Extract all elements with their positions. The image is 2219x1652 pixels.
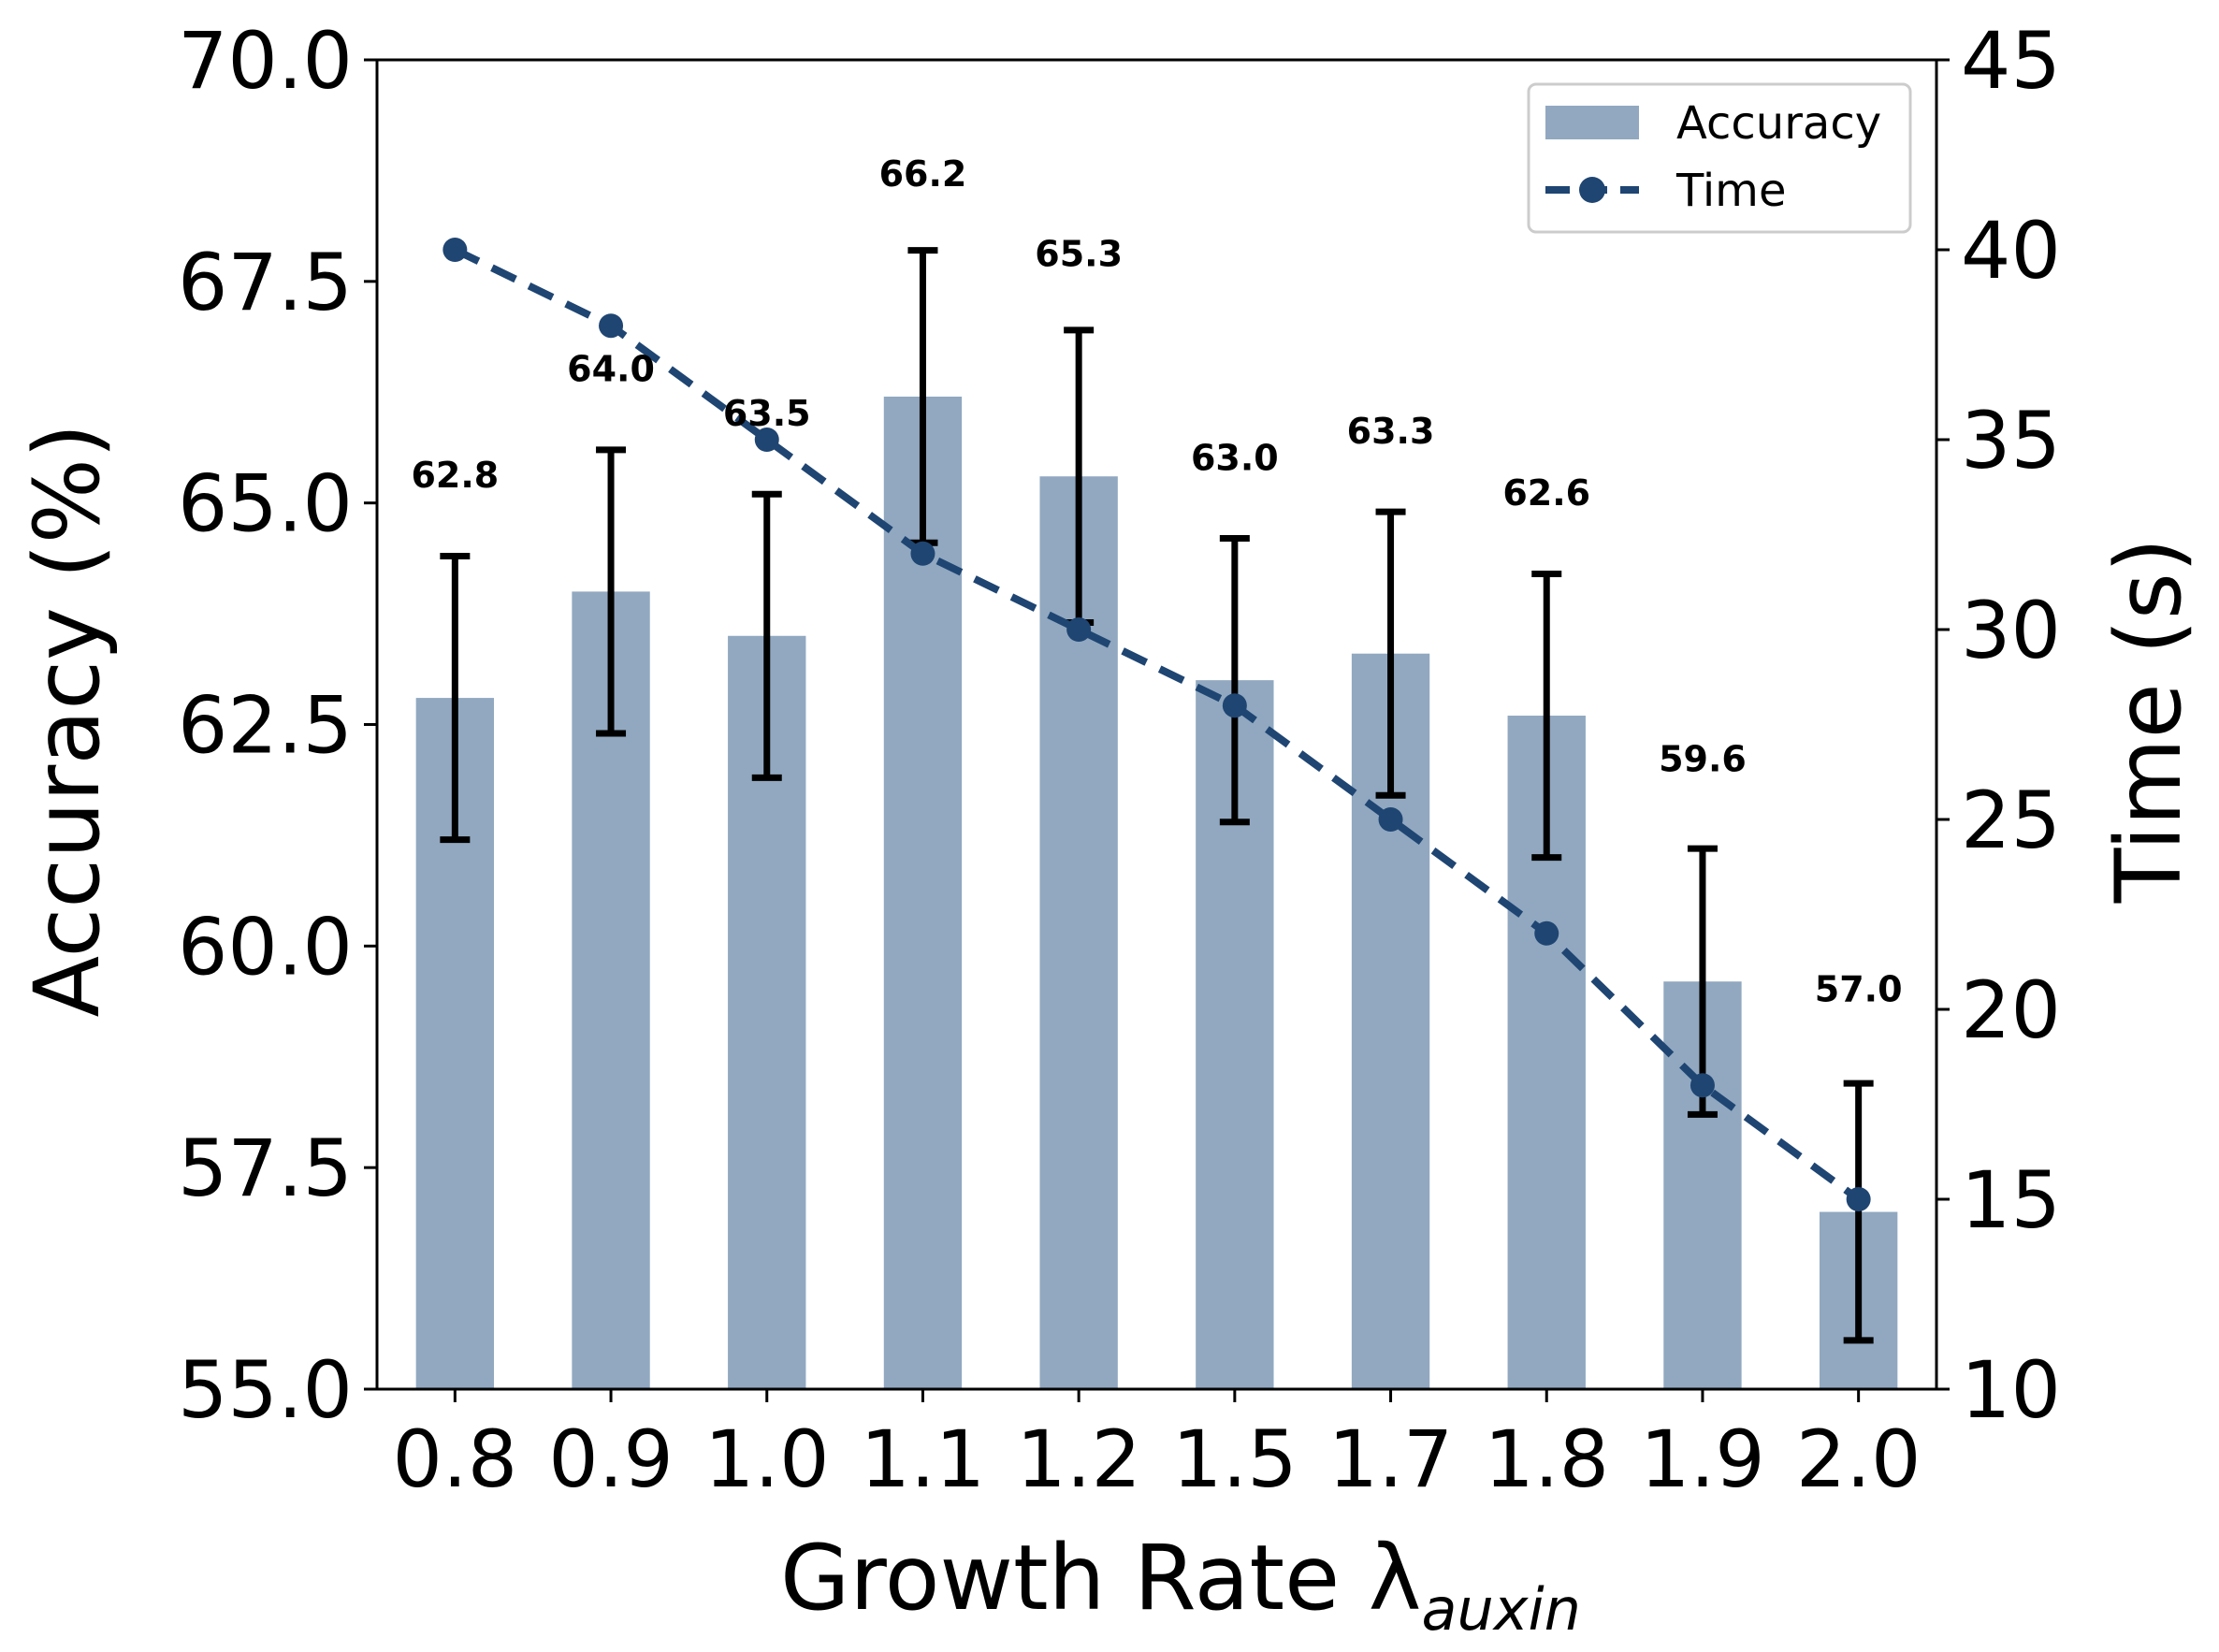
x-tick-label-1.0: 1.0 [704,1413,830,1505]
y2-tick-label-45: 45 [1961,15,2061,107]
y2-tick-label-10: 10 [1961,1344,2061,1436]
value-label-1.0: 63.5 [723,393,811,434]
time-point-1.2 [1066,617,1092,642]
time-point-0.8 [442,238,468,262]
value-label-0.8: 62.8 [411,455,499,496]
y-axis-title: Accuracy (%) [15,424,120,1018]
value-label-1.5: 63.0 [1191,437,1279,478]
y-tick-label-55.0: 55.0 [178,1344,353,1436]
x-tick-label-2.0: 2.0 [1796,1413,1922,1505]
y-tick-label-65.0: 65.0 [178,458,353,550]
value-label-1.7: 63.3 [1347,411,1435,452]
time-point-0.9 [599,313,624,339]
y-tick-label-70.0: 70.0 [178,15,353,107]
value-label-1.2: 65.3 [1035,233,1123,274]
axes: 55.0 57.5 60.0 62.5 65.0 67.5 70.0 10 15 20 25 30 35… [178,15,2061,1505]
value-label-0.9: 64.0 [567,349,655,390]
accuracy-bars [415,396,1898,1389]
x-tick-label-0.8: 0.8 [393,1413,518,1505]
y-tick-label-57.5: 57.5 [178,1123,353,1214]
legend-accuracy-label: Accuracy [1676,97,1881,150]
x-tick-label-0.9: 0.9 [548,1413,674,1505]
legend-time-label: Time [1675,165,1786,217]
legend-accuracy-swatch [1545,106,1639,139]
time-line [453,246,1862,1203]
accuracy-error-bars [440,247,1874,1344]
value-label-1.1: 66.2 [879,153,967,195]
x-tick-label-1.5: 1.5 [1172,1413,1298,1505]
time-point-1.8 [1534,920,1559,946]
time-point-1.5 [1222,693,1247,718]
x-tick-label-1.7: 1.7 [1328,1413,1454,1505]
legend-time-swatch-marker [1579,177,1605,203]
y-tick-label-60.0: 60.0 [178,901,353,993]
y2-axis-title: Time (s) [2096,538,2201,904]
x-tick-label-1.2: 1.2 [1016,1413,1141,1505]
value-label-1.9: 59.6 [1659,738,1747,779]
value-label-1.8: 62.6 [1502,472,1590,514]
y2-tick-label-15: 15 [1961,1154,2061,1246]
x-tick-label-1.1: 1.1 [861,1413,986,1505]
value-label-2.0: 57.0 [1815,969,1903,1010]
time-point-1.9 [1690,1073,1715,1098]
y-tick-label-67.5: 67.5 [178,237,353,328]
y2-tick-label-30: 30 [1961,585,2061,676]
y2-tick-label-25: 25 [1961,775,2061,866]
x-axis-title: Growth Rate λauxin [780,1526,1581,1644]
bar-value-labels: 62.8 64.0 63.5 66.2 65.3 63.0 63.3 62.6 59.6 57.0 [411,153,1902,1010]
y2-tick-label-35: 35 [1961,395,2061,486]
time-point-1.1 [910,541,935,566]
y2-tick-label-20: 20 [1961,964,2061,1056]
y2-tick-label-40: 40 [1961,205,2061,297]
time-point-2.0 [1846,1187,1871,1211]
y-tick-label-62.5: 62.5 [178,680,353,772]
x-tick-label-1.9: 1.9 [1640,1413,1765,1505]
legend: Accuracy Time [1527,82,1912,234]
time-series [442,238,1871,1211]
x-axis-title-subscript: auxin [1421,1575,1581,1644]
x-axis-title-main: Growth Rate λ [780,1526,1421,1630]
time-point-1.0 [754,427,779,452]
time-point-1.7 [1378,807,1403,832]
x-tick-label-1.8: 1.8 [1484,1413,1609,1505]
